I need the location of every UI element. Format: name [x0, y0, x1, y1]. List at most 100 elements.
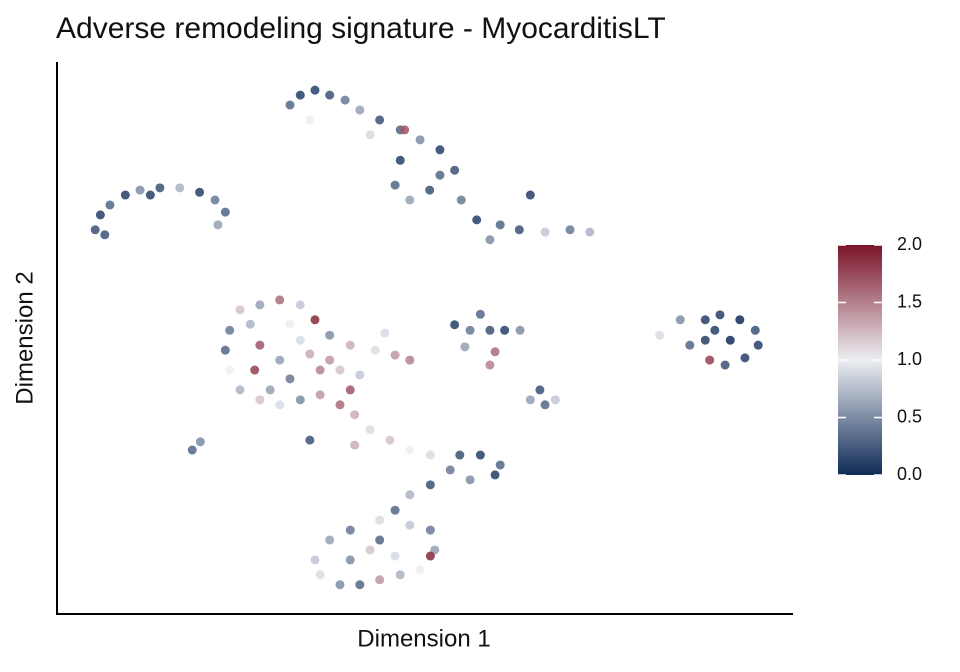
point: [465, 475, 475, 485]
point: [435, 170, 445, 180]
point: [425, 185, 435, 195]
point: [355, 370, 365, 380]
point: [705, 355, 715, 365]
point: [475, 309, 485, 319]
point: [485, 325, 495, 335]
point: [210, 195, 220, 205]
point: [715, 310, 725, 320]
y-axis-title: Dimension 2: [11, 271, 38, 404]
point: [325, 330, 335, 340]
point: [720, 360, 730, 370]
point: [250, 365, 260, 375]
x-axis-title: Dimension 1: [357, 625, 490, 652]
point: [285, 100, 295, 110]
point: [135, 185, 145, 195]
point: [295, 335, 305, 345]
point: [315, 390, 325, 400]
point: [725, 335, 735, 345]
point: [375, 515, 385, 525]
point: [325, 90, 335, 100]
point: [540, 400, 550, 410]
point: [465, 325, 475, 335]
point: [355, 580, 365, 590]
point: [395, 155, 405, 165]
point: [385, 435, 395, 445]
point: [535, 385, 545, 395]
point: [456, 195, 466, 205]
point: [405, 490, 415, 500]
point: [485, 235, 495, 245]
point: [145, 190, 155, 200]
point: [305, 435, 315, 445]
colorbar-tick-label: 1.0: [897, 349, 922, 369]
point: [735, 315, 745, 325]
point: [495, 220, 505, 230]
point: [450, 165, 460, 175]
point: [460, 342, 470, 352]
point: [390, 551, 400, 561]
point: [275, 400, 285, 410]
point: [405, 445, 415, 455]
point: [285, 374, 295, 384]
point: [340, 95, 350, 105]
point: [310, 315, 320, 325]
point: [335, 580, 345, 590]
point: [685, 340, 695, 350]
point: [275, 355, 285, 365]
chart-title: Adverse remodeling signature - Myocardit…: [56, 12, 666, 45]
point: [500, 325, 510, 335]
point: [225, 365, 235, 375]
point: [425, 450, 435, 460]
point: [345, 340, 355, 350]
point: [95, 210, 105, 220]
point: [255, 300, 265, 310]
point: [375, 575, 385, 585]
point: [325, 355, 335, 365]
point: [315, 570, 325, 580]
point: [400, 125, 410, 135]
point: [120, 190, 130, 200]
point: [395, 570, 405, 580]
point: [514, 225, 524, 235]
point: [265, 385, 275, 395]
point: [335, 400, 345, 410]
point: [450, 320, 460, 330]
point: [90, 225, 100, 235]
point: [415, 135, 425, 145]
point: [365, 545, 375, 555]
point: [675, 315, 685, 325]
point: [355, 105, 365, 115]
point: [425, 480, 435, 490]
point: [213, 220, 223, 230]
point: [365, 425, 375, 435]
point: [515, 325, 525, 335]
point: [175, 183, 185, 193]
point: [472, 215, 482, 225]
point: [565, 225, 575, 235]
point: [245, 319, 255, 329]
point: [305, 349, 315, 359]
point: [295, 395, 305, 405]
point: [310, 85, 320, 95]
point: [525, 190, 535, 200]
point: [700, 315, 710, 325]
point: [540, 227, 550, 237]
point: [475, 450, 485, 460]
point: [350, 440, 360, 450]
colorbar-tick-label: 0.0: [897, 464, 922, 484]
point: [405, 195, 415, 205]
point: [455, 450, 465, 460]
point: [100, 230, 110, 240]
point: [345, 555, 355, 565]
point: [310, 555, 320, 565]
point: [255, 340, 265, 350]
point: [380, 328, 390, 338]
point: [700, 335, 710, 345]
point: [220, 345, 230, 355]
point: [750, 325, 760, 335]
point: [485, 360, 495, 370]
point: [325, 535, 335, 545]
point: [345, 385, 355, 395]
point: [390, 350, 400, 360]
point: [405, 355, 415, 365]
